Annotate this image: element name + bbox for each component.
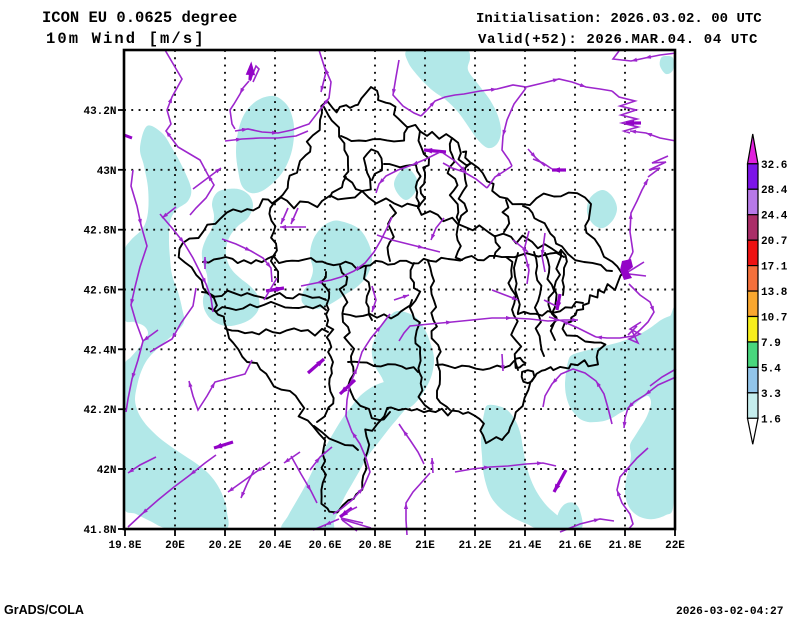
svg-text:20.7: 20.7 bbox=[761, 236, 787, 248]
svg-text:20.2E: 20.2E bbox=[208, 540, 241, 552]
svg-text:43N: 43N bbox=[97, 166, 117, 178]
svg-text:21.2E: 21.2E bbox=[458, 540, 491, 552]
svg-text:Valid(+52): 2026.MAR.04. 04 UT: Valid(+52): 2026.MAR.04. 04 UTC bbox=[478, 32, 758, 48]
svg-text:32.6: 32.6 bbox=[761, 160, 787, 172]
svg-text:19.8E: 19.8E bbox=[108, 540, 141, 552]
svg-text:42.2N: 42.2N bbox=[83, 405, 116, 417]
svg-text:1.6: 1.6 bbox=[761, 414, 781, 426]
svg-text:42.4N: 42.4N bbox=[83, 345, 116, 357]
svg-text:41.8N: 41.8N bbox=[83, 525, 116, 537]
svg-text:21E: 21E bbox=[415, 540, 435, 552]
svg-text:42N: 42N bbox=[97, 465, 117, 477]
svg-text:22E: 22E bbox=[665, 540, 685, 552]
svg-text:21.4E: 21.4E bbox=[508, 540, 541, 552]
svg-text:42.8N: 42.8N bbox=[83, 226, 116, 238]
svg-text:28.4: 28.4 bbox=[761, 185, 788, 197]
svg-text:ICON EU 0.0625 degree: ICON EU 0.0625 degree bbox=[42, 9, 237, 27]
svg-text:GrADS/COLA: GrADS/COLA bbox=[4, 603, 84, 617]
svg-text:7.9: 7.9 bbox=[761, 338, 781, 350]
svg-text:10.7: 10.7 bbox=[761, 313, 787, 325]
svg-text:43.2N: 43.2N bbox=[83, 106, 116, 118]
svg-text:10m Wind [m/s]: 10m Wind [m/s] bbox=[46, 30, 206, 48]
svg-text:17.1: 17.1 bbox=[761, 262, 788, 274]
svg-text:3.3: 3.3 bbox=[761, 389, 781, 401]
svg-text:2026-03-02-04:27: 2026-03-02-04:27 bbox=[676, 606, 783, 618]
svg-text:20.8E: 20.8E bbox=[358, 540, 391, 552]
svg-text:21.8E: 21.8E bbox=[608, 540, 641, 552]
svg-text:20.4E: 20.4E bbox=[258, 540, 291, 552]
svg-text:Initialisation: 2026.03.02. 00: Initialisation: 2026.03.02. 00 UTC bbox=[476, 11, 762, 27]
svg-text:20E: 20E bbox=[165, 540, 185, 552]
svg-text:20.6E: 20.6E bbox=[308, 540, 341, 552]
svg-text:5.4: 5.4 bbox=[761, 363, 781, 375]
svg-text:21.6E: 21.6E bbox=[558, 540, 591, 552]
svg-text:13.8: 13.8 bbox=[761, 287, 788, 299]
svg-text:42.6N: 42.6N bbox=[83, 286, 116, 298]
svg-text:24.4: 24.4 bbox=[761, 211, 788, 223]
